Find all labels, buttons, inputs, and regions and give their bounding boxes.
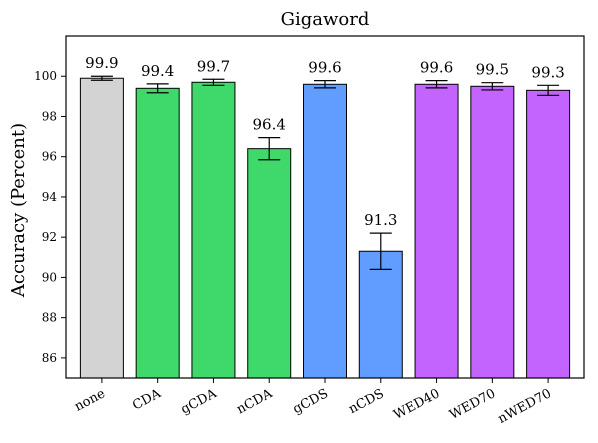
y-tick-label: 88 xyxy=(42,311,57,325)
y-axis-label: Accuracy (Percent) xyxy=(8,123,29,298)
x-tick-label: nCDA xyxy=(234,386,275,417)
bar-nWED70 xyxy=(526,89,571,379)
value-label: 99.6 xyxy=(308,59,341,77)
value-label: 99.9 xyxy=(85,54,118,72)
bar-WED70 xyxy=(470,85,515,379)
y-tick-label: 96 xyxy=(42,150,57,164)
x-tick-label: WED70 xyxy=(447,386,498,423)
x-tick-label: gCDS xyxy=(291,386,331,417)
plot-frame xyxy=(65,35,585,379)
bar-none xyxy=(79,77,124,379)
y-tick-label: 92 xyxy=(42,230,57,244)
x-tick-label: CDA xyxy=(130,386,164,414)
value-label: 91.3 xyxy=(364,211,397,229)
bar-gCDS xyxy=(303,83,347,379)
bars-group: 99.9 99.4 99.7 96.4 99.6 91.3 99.6 99.5 99.3 xyxy=(79,54,571,379)
bar-nCDA xyxy=(247,148,292,379)
bar-gCDA xyxy=(191,81,236,379)
value-label: 99.5 xyxy=(476,61,509,79)
y-tick-label: 94 xyxy=(42,190,58,204)
y-tick-label: 100 xyxy=(34,69,57,83)
bar-CDA xyxy=(135,87,180,379)
bar-nCDS xyxy=(358,250,403,379)
x-tick-label: none xyxy=(72,386,108,415)
value-label: 96.4 xyxy=(253,116,286,134)
chart-title: Gigaword xyxy=(281,9,370,30)
x-tick-label: gCDA xyxy=(179,386,220,417)
value-label: 99.6 xyxy=(420,59,453,77)
y-tick-label: 86 xyxy=(42,351,57,365)
bar-WED40 xyxy=(414,83,459,379)
y-tick-label: 90 xyxy=(42,270,57,284)
x-tick-label: nCDS xyxy=(346,386,386,417)
x-tick-label: nWED70 xyxy=(496,386,554,427)
value-label: 99.7 xyxy=(197,57,230,75)
x-tick-label: WED40 xyxy=(391,386,442,423)
value-label: 99.3 xyxy=(531,63,564,81)
y-ticks-group: 86 88 90 92 94 96 98 100 xyxy=(34,69,66,365)
value-label: 99.4 xyxy=(141,62,174,80)
y-tick-label: 98 xyxy=(42,109,57,123)
